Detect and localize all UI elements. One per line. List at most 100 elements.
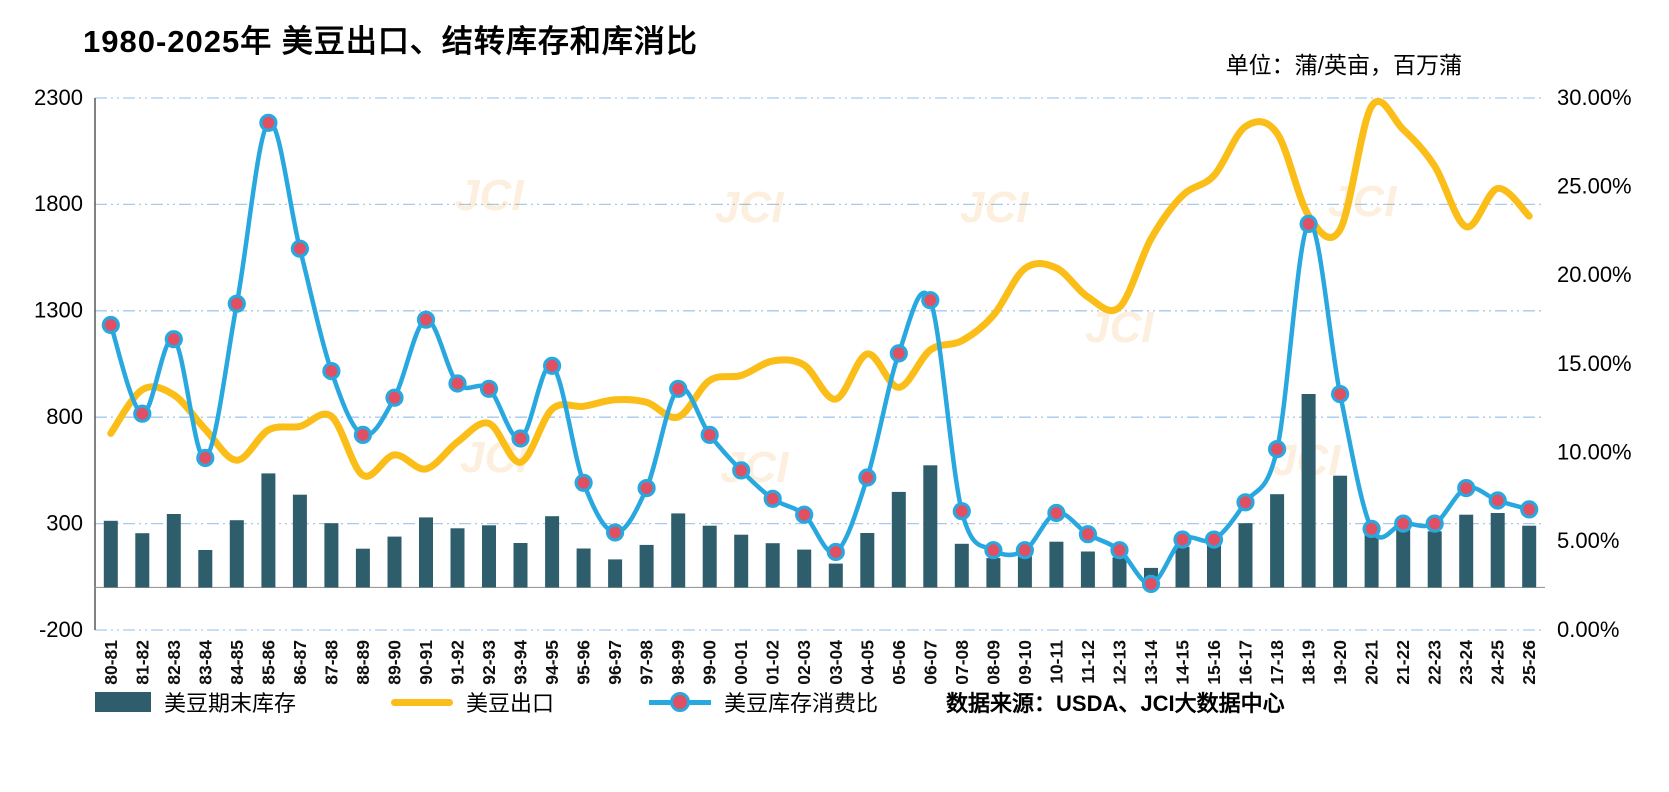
left-tick-label: -200 (39, 617, 83, 642)
x-tick-label: 11-12 (1078, 640, 1098, 684)
x-tick-label: 08-09 (983, 640, 1003, 685)
stock-bar (135, 533, 150, 588)
x-tick-label: 85-86 (258, 640, 278, 685)
x-tick-label: 99-00 (700, 640, 720, 685)
x-tick-label: 20-21 (1362, 640, 1382, 685)
ratio-marker (1488, 491, 1507, 510)
ratio-marker (858, 468, 877, 487)
x-tick-label: 93-94 (511, 640, 531, 685)
x-tick-label: 91-92 (448, 640, 468, 685)
stock-bar (1396, 529, 1411, 588)
right-tick-label: 30.00% (1557, 85, 1632, 110)
ratio-marker (385, 388, 404, 407)
stock-bar (198, 550, 213, 588)
legend-label-stocks: 美豆期末库存 (164, 691, 297, 716)
ratio-markers (101, 113, 1539, 594)
right-axis-labels: 0.00% 5.00% 10.00% 15.00% 20.00% 25.00% 30.00% (1557, 85, 1632, 642)
x-tick-label: 05-06 (889, 640, 909, 685)
x-tick-label: 17-18 (1267, 640, 1287, 685)
legend-item-exports: 美豆出口 (391, 686, 554, 718)
stock-bar (1333, 475, 1348, 588)
jci-watermark: JCI (1328, 177, 1397, 226)
x-axis-labels: 80-81 81-82 82-83 83-84 84-85 85-86 86-87 87-88… (101, 640, 1539, 685)
x-tick-label: 04-05 (857, 640, 877, 685)
x-tick-label: 09-10 (1015, 640, 1035, 685)
stock-bar (954, 543, 969, 588)
ratio-marker (479, 379, 499, 398)
x-tick-label: 86-87 (290, 640, 310, 685)
stock-bar (1080, 551, 1095, 588)
x-tick-label: 94-95 (542, 640, 562, 685)
stocks-bar-swatch (95, 692, 151, 712)
stock-bar (324, 523, 339, 588)
left-tick-label: 1800 (34, 191, 83, 216)
ratio-marker (984, 541, 1003, 560)
stock-bar (1238, 523, 1253, 588)
stock-bar (292, 494, 307, 588)
ratio-marker (1394, 514, 1413, 533)
stock-bar (639, 544, 654, 588)
stock-bar (545, 516, 560, 588)
stock-bar (891, 491, 906, 588)
ratio-marker (889, 344, 908, 363)
x-tick-label: 23-24 (1456, 640, 1476, 685)
stock-bar (828, 563, 843, 588)
ratio-marker (921, 291, 940, 310)
stocks-bars (103, 394, 1537, 588)
ratio-marker (259, 113, 278, 132)
stock-bar (1364, 532, 1379, 588)
ratio-line-swatch (649, 692, 712, 712)
ratio-marker (1457, 479, 1476, 498)
stock-bar (1522, 525, 1537, 588)
x-tick-label: 80-81 (101, 640, 121, 685)
ratio-marker (227, 294, 246, 313)
ratio-marker (511, 429, 530, 448)
ratio-marker (542, 356, 562, 375)
stock-bar (576, 548, 591, 588)
legend-item-stocks: 美豆期末库存 (95, 686, 296, 718)
x-tick-label: 02-03 (794, 640, 814, 685)
ratio-marker (669, 379, 688, 398)
stock-bar (419, 517, 433, 588)
jci-watermark: JCI (715, 183, 784, 232)
ratio-marker-icon (670, 692, 691, 712)
x-tick-label: 84-85 (227, 640, 247, 685)
stock-bar (1490, 513, 1505, 588)
stock-bar (860, 533, 875, 588)
ratio-marker (700, 425, 719, 444)
ratio-marker (164, 330, 183, 349)
ratio-marker (826, 542, 845, 562)
x-tick-label: 92-93 (479, 640, 499, 685)
left-tick-label: 300 (46, 510, 83, 535)
stock-bar (986, 558, 1001, 588)
exports-line-swatch (391, 698, 454, 706)
x-tick-label: 88-89 (353, 640, 373, 685)
ratio-marker (1425, 514, 1444, 533)
x-tick-label: 10-11 (1046, 640, 1066, 684)
x-tick-label: 14-15 (1173, 640, 1193, 685)
ratio-marker (1141, 574, 1161, 594)
x-tick-label: 19-20 (1330, 640, 1350, 685)
stock-bar (1017, 555, 1032, 588)
left-tick-label: 1300 (34, 298, 83, 323)
stock-bar (103, 520, 118, 588)
x-tick-label: 96-97 (605, 640, 625, 685)
stock-bar (355, 548, 370, 588)
stock-bar (765, 543, 780, 588)
ratio-marker (732, 461, 751, 480)
stock-bar (1427, 531, 1442, 588)
right-tick-label: 25.00% (1557, 174, 1632, 199)
x-tick-label: 13-14 (1141, 640, 1161, 685)
ratio-marker (952, 502, 971, 521)
ratio-marker (574, 473, 593, 492)
legend: 美豆期末库存 美豆出口 美豆库存消费比 数据来源：USDA、JCI大数据中心 (95, 686, 1285, 718)
x-tick-label: 15-16 (1204, 640, 1224, 685)
stock-bar (734, 534, 749, 588)
ratio-marker (1110, 541, 1129, 560)
x-tick-label: 95-96 (574, 640, 594, 685)
ratio-marker (1173, 530, 1192, 549)
left-tick-label: 800 (46, 404, 83, 429)
stock-bar (482, 525, 496, 588)
ratio-marker (1047, 503, 1066, 523)
x-tick-label: 98-99 (668, 640, 688, 685)
